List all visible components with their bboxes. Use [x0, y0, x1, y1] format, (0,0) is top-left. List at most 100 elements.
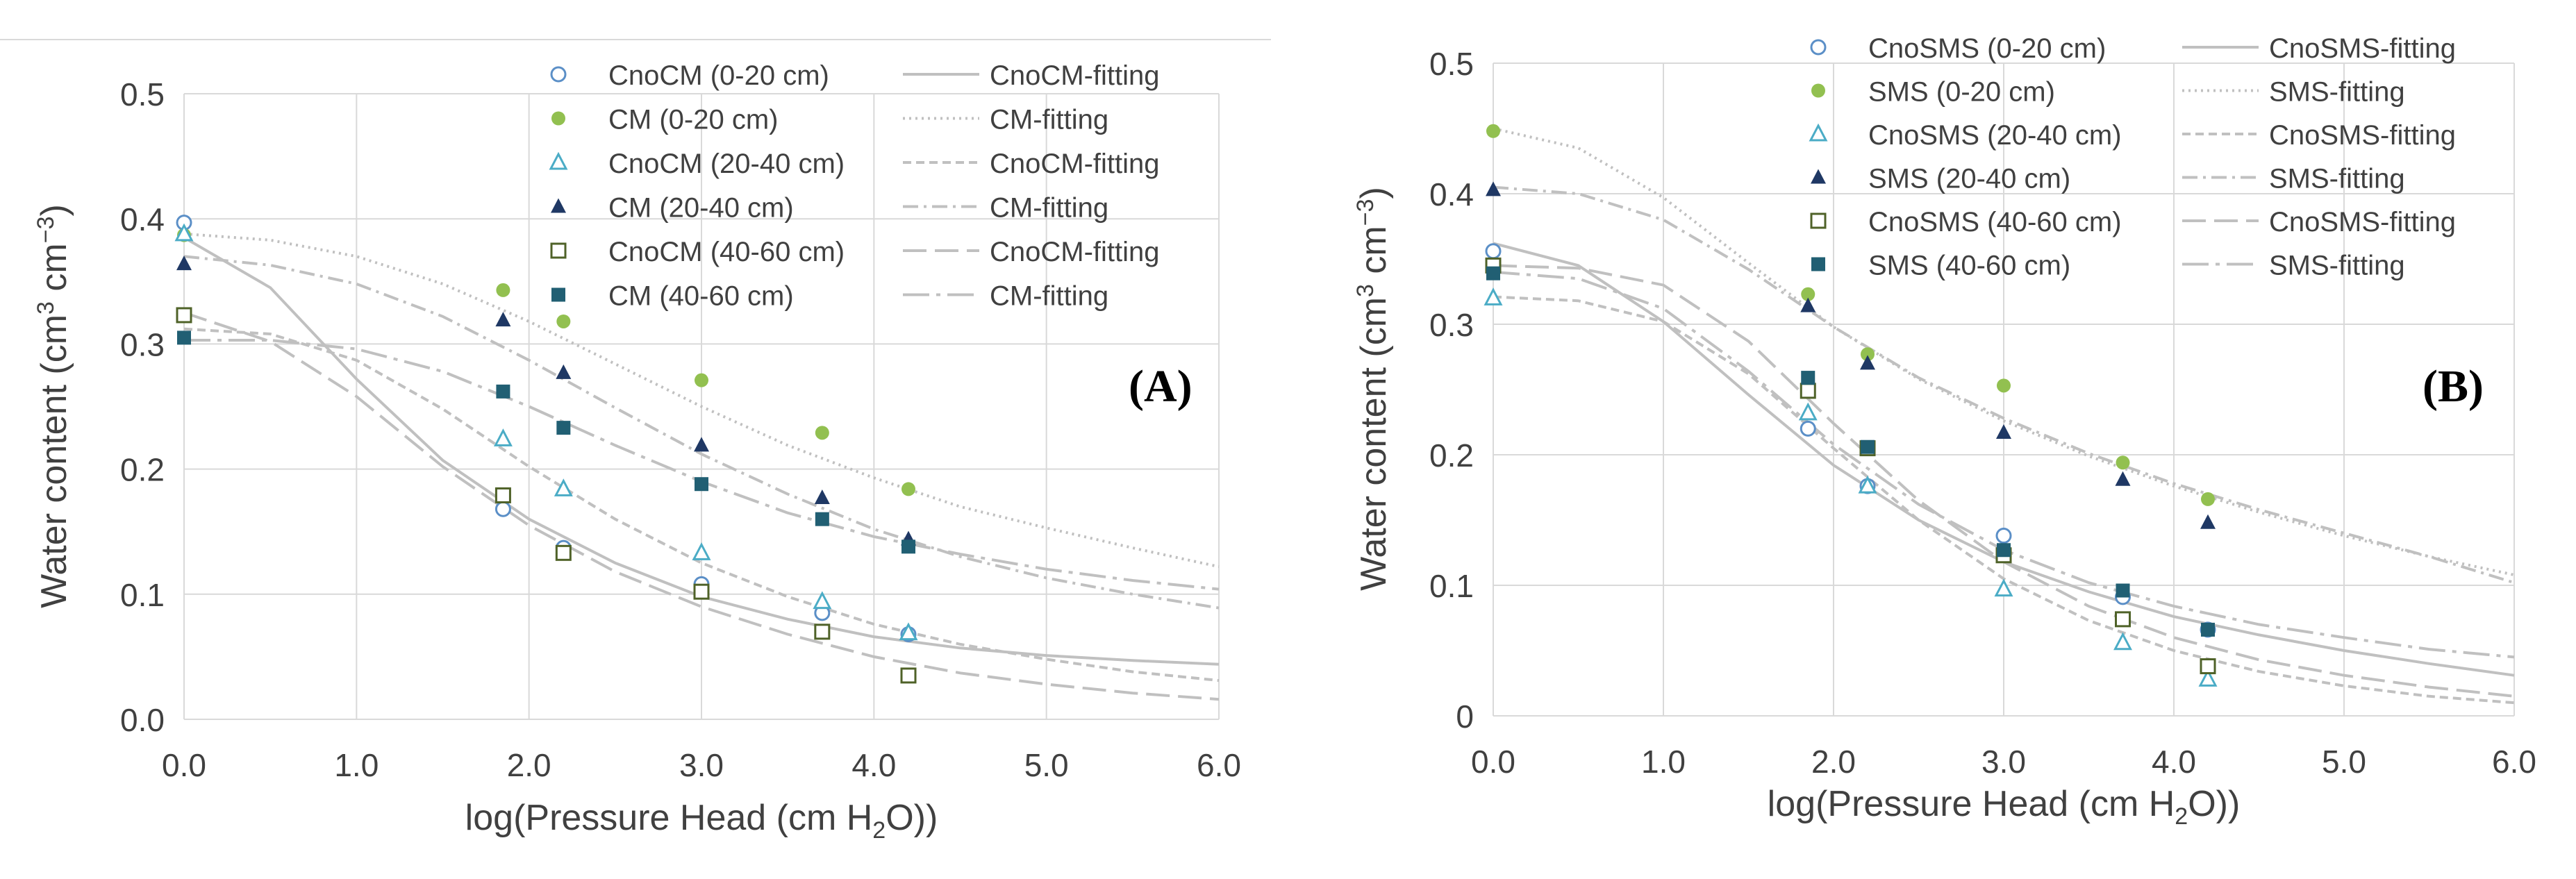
legend-label: CM-fitting	[990, 193, 1108, 224]
data-point	[177, 330, 191, 345]
legend-label: CnoCM-fitting	[990, 237, 1160, 267]
y-tick-label: 0.4	[120, 201, 165, 237]
data-point	[1800, 383, 1816, 399]
data-point	[900, 667, 917, 684]
x-axis-title-part: O))	[886, 798, 938, 838]
x-tick-label: 4.0	[851, 747, 896, 783]
fit-line-cm-fitting	[183, 232, 1220, 569]
data-point	[495, 501, 511, 517]
x-tick-label: 1.0	[334, 747, 379, 783]
legend-label: CnoCM (40-60 cm)	[608, 237, 845, 267]
data-point	[176, 256, 192, 271]
data-point	[1798, 402, 1818, 421]
data-point	[694, 437, 709, 452]
fit-line-cnocm-fitting	[183, 311, 1220, 701]
data-point	[2200, 514, 2216, 529]
legend: CnoCM (0-20 cm) CM (0-20 cm) CnoCM (20-40 …	[549, 60, 1160, 312]
legend-label: CnoSMS (40-60 cm)	[1868, 207, 2122, 237]
legend-marker	[551, 198, 566, 213]
legend-label: CnoSMS-fitting	[2269, 120, 2456, 151]
data-point	[1486, 266, 1500, 281]
data-point	[1801, 371, 1815, 385]
data-point	[695, 373, 708, 387]
y-axis-title-sup: −3	[1352, 199, 1379, 226]
legend-label: CM (40-60 cm)	[608, 281, 794, 312]
data-point	[1994, 578, 2013, 597]
y-axis-title-part: cm	[1354, 226, 1394, 284]
x-tick-label: 4.0	[2152, 744, 2196, 780]
x-axis-title-part: log(Pressure Head (cm H	[1768, 784, 2175, 824]
data-point	[556, 364, 572, 379]
fit-line-cnocm-fitting	[183, 327, 1220, 683]
panel-label: (B)	[2423, 361, 2484, 412]
y-tick-label: 0.2	[120, 452, 165, 488]
data-point	[1858, 475, 1877, 494]
x-axis-title-sub: 2	[2175, 803, 2188, 830]
legend-label: SMS (20-40 cm)	[1868, 164, 2070, 194]
x-tick-label: 6.0	[1197, 747, 1241, 783]
data-point	[1800, 297, 1816, 312]
data-point	[555, 544, 572, 561]
y-axis-title: Water content (cm3 cm−3)	[33, 204, 74, 608]
legend-label: CnoCM (20-40 cm)	[608, 149, 845, 179]
legend-label: CnoCM (0-20 cm)	[608, 60, 829, 91]
data-point	[814, 623, 831, 640]
y-axis-title-part: cm	[34, 243, 74, 301]
data-point	[2116, 455, 2130, 470]
y-axis-title: Water content (cm3 cm−3)	[1352, 187, 1394, 591]
legend-marker	[1811, 169, 1826, 184]
x-tick-label: 5.0	[1024, 747, 1069, 783]
data-point	[1484, 287, 1503, 305]
data-point	[1801, 287, 1815, 301]
legend: CnoSMS (0-20 cm) SMS (0-20 cm) CnoSMS (20-…	[1809, 33, 2456, 281]
data-point	[1800, 420, 1816, 437]
legend-label: CnoSMS (0-20 cm)	[1868, 33, 2106, 64]
legend-label: SMS-fitting	[2269, 164, 2405, 194]
legend-marker	[551, 287, 565, 302]
data-point	[815, 426, 829, 440]
legend-marker	[549, 151, 568, 170]
data-point	[692, 542, 711, 560]
legend-label: CM (0-20 cm)	[608, 105, 778, 135]
data-point	[556, 421, 571, 435]
fit-line-sms-fitting	[1493, 185, 2515, 585]
data-point	[2198, 669, 2218, 687]
x-tick-label: 1.0	[1641, 744, 1686, 780]
x-tick-label: 3.0	[1981, 744, 2026, 780]
x-tick-label: 0.0	[162, 747, 206, 783]
data-point	[1861, 347, 1875, 362]
data-point	[493, 428, 513, 446]
data-point	[174, 223, 194, 242]
y-axis-title-part: )	[1354, 187, 1394, 199]
data-point	[2200, 658, 2216, 675]
x-axis-title: log(Pressure Head (cm H2O))	[1768, 784, 2241, 830]
legend-marker	[1811, 257, 1825, 271]
data-point	[2113, 632, 2132, 651]
x-tick-label: 2.0	[1811, 744, 1856, 780]
y-axis-title-part: )	[34, 204, 74, 216]
x-tick-label: 0.0	[1471, 744, 1515, 780]
y-axis-title-sup: −3	[33, 217, 59, 244]
data-point	[2116, 583, 2130, 598]
x-tick-label: 3.0	[679, 747, 724, 783]
y-tick-label: 0.1	[120, 577, 165, 613]
y-tick-label: 0.5	[120, 76, 165, 112]
data-point	[1486, 124, 1500, 138]
scatter-points	[1484, 124, 2218, 687]
legend-label: SMS (0-20 cm)	[1868, 77, 2055, 108]
data-point	[1861, 440, 1875, 454]
data-point	[813, 591, 832, 610]
data-point	[1485, 243, 1502, 260]
legend-marker	[550, 242, 567, 259]
y-axis-title-part: Water content (cm	[1354, 297, 1394, 591]
data-point	[693, 583, 710, 600]
x-axis-title: log(Pressure Head (cm H2O))	[465, 798, 938, 844]
y-tick-label: 0.3	[1429, 307, 1474, 343]
legend-label: SMS (40-60 cm)	[1868, 251, 2070, 281]
scatter-points	[174, 215, 918, 684]
legend-marker	[551, 111, 565, 126]
y-tick-label: 0.1	[1429, 568, 1474, 604]
data-point	[176, 307, 192, 324]
data-point	[1486, 181, 1501, 196]
data-point	[554, 478, 573, 496]
